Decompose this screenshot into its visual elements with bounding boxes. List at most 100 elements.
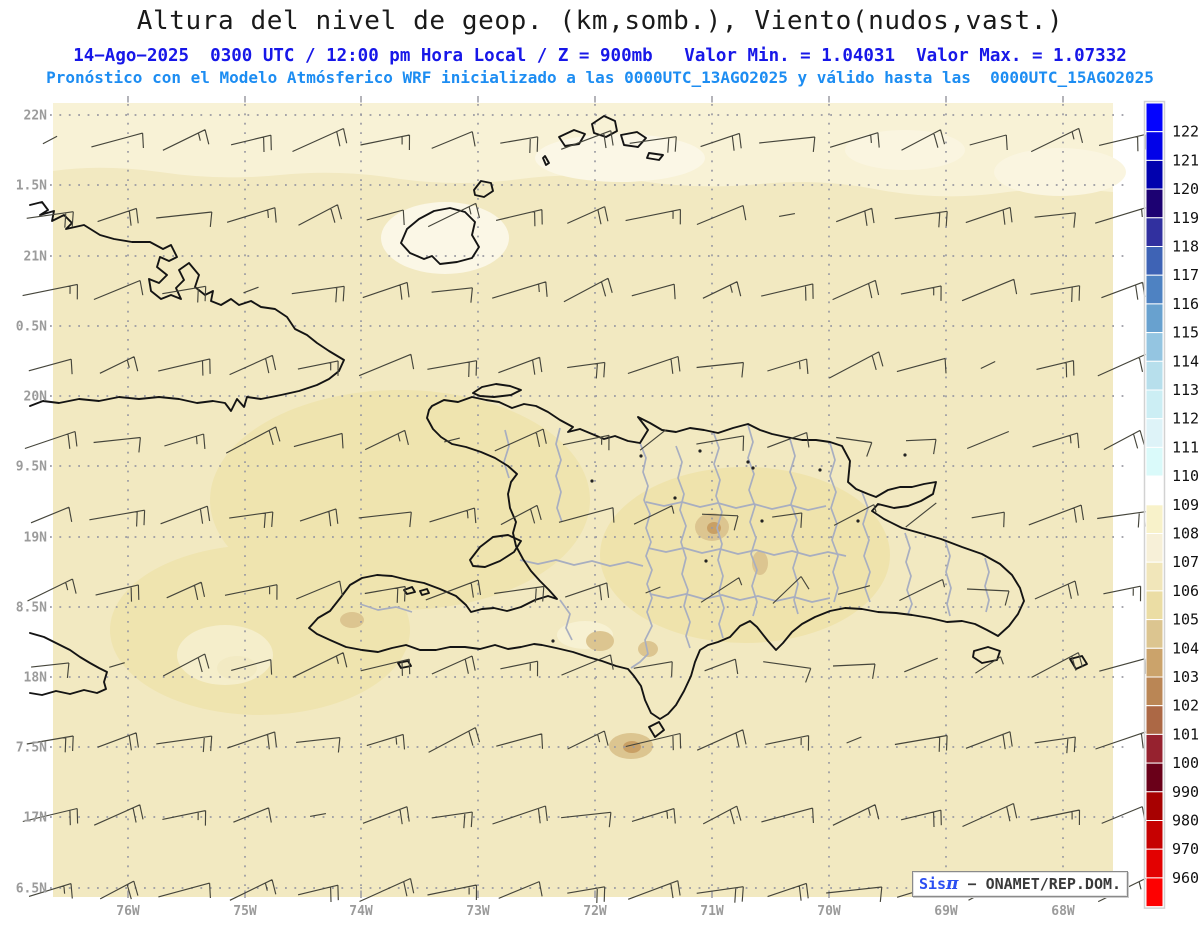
lon-tick-label: 76W xyxy=(116,904,140,919)
beata-island xyxy=(648,721,665,738)
colorbar-tick-label: 1060 xyxy=(1172,582,1200,600)
shade-patch xyxy=(600,467,890,643)
colorbar-tick-label: 1130 xyxy=(1172,381,1200,399)
calm-wind-dot xyxy=(551,639,555,643)
brown-patch xyxy=(623,741,641,753)
lat-tick-label: 6.5N xyxy=(16,882,47,897)
jamaica-coastline xyxy=(29,632,108,696)
province-line xyxy=(861,491,871,603)
calm-wind-dot xyxy=(856,519,860,523)
colorbar-tick-label: 1090 xyxy=(1172,496,1200,514)
colorbar-tick-label: 970 xyxy=(1172,840,1199,858)
department-line xyxy=(519,559,644,567)
lat-tick-label: 0.5N xyxy=(16,320,47,335)
colorbar-tick-label: 1080 xyxy=(1172,525,1200,543)
lon-tick-label: 71W xyxy=(700,904,724,919)
calm-wind-dot xyxy=(746,460,750,464)
lat-tick-label: 21N xyxy=(24,250,48,265)
province-line xyxy=(789,438,799,615)
colorbar-tick-label: 1020 xyxy=(1172,697,1200,715)
lighter-patch xyxy=(845,130,965,170)
tortuga-island xyxy=(472,383,522,398)
province-line xyxy=(984,557,990,613)
valid-time-and-minmax: 14−Ago−2025 0300 UTC / 12:00 pm Hora Loc… xyxy=(73,46,1127,66)
caicos-island xyxy=(620,131,647,148)
department-line xyxy=(359,603,413,613)
cuba-coastline xyxy=(29,201,345,412)
department-line xyxy=(555,427,563,523)
colorbar-tick-label: 1140 xyxy=(1172,352,1200,370)
lon-tick-label: 72W xyxy=(583,904,607,919)
lon-tick-label: 73W xyxy=(466,904,490,919)
province-line xyxy=(747,424,758,617)
province-line xyxy=(647,547,847,557)
colorbar-tick-label: 990 xyxy=(1172,783,1199,801)
caicos-island xyxy=(591,115,618,138)
colorbar-tick-label: 1220 xyxy=(1172,123,1200,141)
colorbar-tick-label: 1200 xyxy=(1172,180,1200,198)
colorbar-tick-label: 1210 xyxy=(1172,151,1200,169)
calm-wind-dot xyxy=(704,559,708,563)
hispaniola-coastline xyxy=(308,396,1025,720)
light-ring-patch xyxy=(217,656,257,680)
province-line xyxy=(645,501,827,511)
lighter-patch xyxy=(535,134,705,182)
lat-tick-label: 8.5N xyxy=(16,601,47,616)
lat-tick-label: 20N xyxy=(24,390,48,405)
colorbar-tick-label: 1180 xyxy=(1172,238,1200,256)
watermark: Sis π − ONAMET/REP.DOM. xyxy=(912,871,1128,897)
cayemites xyxy=(419,588,430,596)
calm-wind-dot xyxy=(639,454,643,458)
lat-tick-label: 18N xyxy=(24,671,48,686)
ile-a-vache xyxy=(397,660,412,669)
lat-tick-label: 1.5N xyxy=(16,179,47,194)
admin-boundaries xyxy=(359,424,990,669)
tan-patch xyxy=(638,641,658,657)
province-line xyxy=(944,539,952,617)
axis-labels: 22N 1.5N 21N 0.5N 20N 9.5N 19N 8.5N 18N 7.5N 17N 6.… xyxy=(16,109,1075,920)
calm-wind-dot xyxy=(698,449,702,453)
calm-wind-dot xyxy=(590,479,594,483)
saona-island xyxy=(972,646,1001,664)
model-init-line: Pronóstico con el Modelo Atmósferico WRF… xyxy=(46,68,1154,87)
lighter-patch xyxy=(994,148,1126,196)
department-line xyxy=(503,429,510,479)
shaded-field xyxy=(53,103,1126,897)
colorbar-tick-label: 1190 xyxy=(1172,209,1200,227)
province-line xyxy=(649,593,831,603)
colorbar-tick-label: 980 xyxy=(1172,812,1199,830)
lat-tick-label: 7.5N xyxy=(16,741,47,756)
province-line xyxy=(904,532,913,615)
caicos-island xyxy=(646,152,664,161)
tan-patch xyxy=(340,612,364,628)
colorbar-tick-label: 1030 xyxy=(1172,668,1200,686)
wind-barbs xyxy=(22,127,1151,904)
colorbar-tick-label: 1170 xyxy=(1172,266,1200,284)
watermark-org: − ONAMET/REP.DOM. xyxy=(958,875,1122,893)
tan-patch xyxy=(586,631,614,651)
coastlines xyxy=(29,115,1088,738)
colorbar: 1220 1210 1200 1190 1180 1170 1160 1150 1140 1130… xyxy=(1143,100,1200,909)
colorbar-tick-label: 1160 xyxy=(1172,295,1200,313)
pi-glyph: π xyxy=(946,874,959,894)
page-title: Altura del nivel de geop. (km,somb.), Vi… xyxy=(136,6,1064,36)
cayemites xyxy=(403,586,416,595)
lat-tick-label: 17N xyxy=(24,811,48,826)
colorbar-tick-label: 1070 xyxy=(1172,553,1200,571)
lon-tick-label: 68W xyxy=(1051,904,1075,919)
colorbar-tick-label: 1150 xyxy=(1172,324,1200,342)
little-inagua xyxy=(473,180,494,198)
lon-tick-label: 69W xyxy=(934,904,958,919)
province-line xyxy=(675,445,691,649)
calm-wind-dot xyxy=(673,496,677,500)
colorbar-tick-label: 1040 xyxy=(1172,639,1200,657)
lat-tick-label: 22N xyxy=(24,109,48,124)
calm-wind-dot xyxy=(903,453,907,457)
great-inagua xyxy=(400,207,480,265)
lon-tick-label: 70W xyxy=(817,904,841,919)
caicos-island xyxy=(558,129,586,147)
colorbar-tick-label: 1050 xyxy=(1172,611,1200,629)
